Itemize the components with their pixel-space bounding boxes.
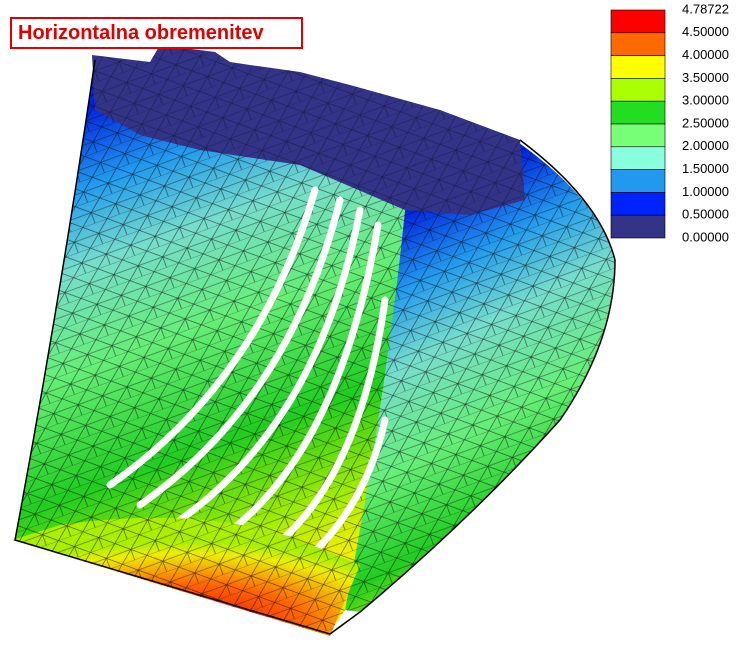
legend-label: 4.78722: [682, 1, 729, 16]
legend-swatch: [610, 100, 666, 125]
legend-swatch: [610, 214, 666, 239]
slot: [136, 196, 344, 509]
top-block-mesh: [92, 45, 525, 215]
legend-label: 2.50000: [682, 115, 729, 130]
bucket: [12, 45, 616, 636]
slot: [221, 221, 382, 539]
slot: [266, 296, 389, 554]
title: Horizontalna obremenitev: [10, 17, 303, 49]
legend-swatch: [610, 192, 666, 216]
right-wall-mesh: [345, 140, 615, 612]
legend: 4.78722 4.50000 4.00000 3.50000 3.00000 2.500…: [610, 1, 729, 244]
legend-label: 0.00000: [682, 229, 729, 244]
legend-label: 4.00000: [682, 47, 729, 62]
legend-label: 2.00000: [682, 138, 729, 153]
legend-label: 0.50000: [682, 207, 729, 222]
legend-label: 3.00000: [682, 93, 729, 108]
legend-swatch: [610, 78, 666, 102]
legend-label: 1.50000: [682, 161, 729, 176]
legend-swatch: [610, 32, 666, 56]
floor-mesh: [12, 517, 360, 636]
outline: [14, 59, 616, 635]
legend-swatch: [610, 55, 666, 79]
legend-swatch: [610, 123, 666, 148]
legend-swatch: [610, 146, 666, 170]
slot: [176, 206, 364, 524]
slot: [106, 186, 319, 489]
legend-label: 4.50000: [682, 24, 729, 39]
legend-swatch: [610, 169, 666, 193]
legend-label: 1.00000: [682, 184, 729, 199]
legend-label: 3.50000: [682, 70, 729, 85]
legend-swatch: [610, 9, 666, 34]
